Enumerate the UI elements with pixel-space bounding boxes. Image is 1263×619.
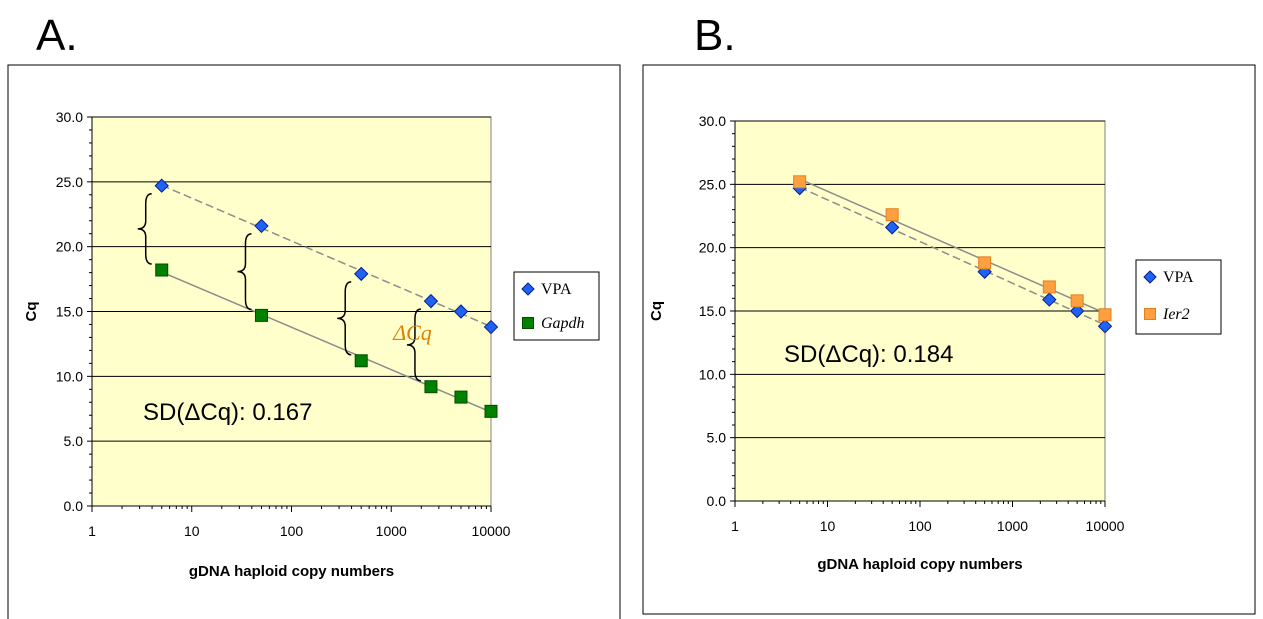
data-point-gapdh bbox=[484, 404, 498, 418]
y-tick-label: 0.0 bbox=[64, 498, 84, 514]
delta-cq-label: ΔCq bbox=[392, 320, 432, 345]
y-tick-label: 25.0 bbox=[56, 174, 83, 190]
data-point-vpa bbox=[1097, 318, 1113, 334]
data-point-vpa bbox=[154, 178, 169, 193]
data-point-ier2 bbox=[978, 256, 992, 270]
data-point-ier2 bbox=[793, 175, 807, 189]
y-tick-label: 30.0 bbox=[699, 113, 726, 129]
y-tick-label: 15.0 bbox=[699, 303, 726, 319]
y-tick-label: 20.0 bbox=[699, 240, 726, 256]
y-axis-title: Cq bbox=[23, 302, 40, 322]
x-tick-label: 10 bbox=[184, 523, 200, 539]
x-tick-label: 100 bbox=[280, 523, 304, 539]
legend-marker-ier2 bbox=[1144, 308, 1156, 320]
data-point-vpa bbox=[354, 266, 369, 282]
legend-marker-gapdh bbox=[522, 317, 534, 329]
x-tick-label: 1000 bbox=[376, 523, 407, 539]
legend-label-ier2: Ier2 bbox=[1162, 306, 1190, 323]
data-point-vpa bbox=[254, 218, 269, 234]
y-tick-label: 0.0 bbox=[707, 493, 727, 509]
legend-label-vpa: VPA bbox=[1163, 269, 1194, 286]
data-point-gapdh bbox=[254, 308, 268, 322]
y-tick-label: 5.0 bbox=[707, 430, 727, 446]
y-tick-label: 15.0 bbox=[56, 304, 83, 320]
chart-a: 0.0 5.0 10.0 15.0 20.0 25.0 30.0 1 10 100 1000 1000… bbox=[7, 64, 621, 619]
data-point-vpa bbox=[1069, 303, 1085, 319]
y-tick-label: 20.0 bbox=[56, 239, 83, 255]
x-tick-label: 100 bbox=[908, 518, 932, 534]
data-point-gapdh bbox=[424, 380, 438, 394]
x-axis-title: gDNA haploid copy numbers bbox=[817, 556, 1022, 573]
data-point-vpa bbox=[453, 304, 469, 319]
data-point-ier2 bbox=[1042, 280, 1056, 294]
legend-label-gapdh: Gapdh bbox=[541, 315, 585, 332]
panel-letter-b: B. bbox=[694, 11, 736, 60]
legend-marker-vpa bbox=[1143, 270, 1157, 284]
delta-brace bbox=[406, 308, 422, 382]
legend-marker-vpa bbox=[521, 282, 535, 296]
y-tick-label: 25.0 bbox=[699, 176, 726, 192]
sd-annotation: SD(ΔCq): 0.167 bbox=[143, 399, 312, 426]
x-tick-label: 10000 bbox=[472, 523, 511, 539]
y-axis-title: Cq bbox=[648, 301, 665, 321]
x-tick-label: 1 bbox=[731, 518, 739, 534]
x-axis-title: gDNA haploid copy numbers bbox=[189, 563, 394, 580]
data-point-gapdh bbox=[454, 390, 468, 404]
data-point-ier2 bbox=[1070, 294, 1084, 308]
data-point-ier2 bbox=[1098, 308, 1112, 322]
legend-label-vpa: VPA bbox=[541, 281, 572, 298]
panel-letter-a: A. bbox=[36, 11, 78, 60]
data-point-gapdh bbox=[155, 263, 169, 277]
sd-annotation: SD(ΔCq): 0.184 bbox=[784, 341, 953, 368]
y-tick-label: 10.0 bbox=[699, 366, 726, 382]
x-tick-label: 10000 bbox=[1086, 518, 1125, 534]
y-tick-label: 5.0 bbox=[64, 433, 84, 449]
x-tick-label: 10 bbox=[820, 518, 836, 534]
data-point-ier2 bbox=[885, 208, 899, 222]
y-tick-label: 10.0 bbox=[56, 368, 83, 384]
data-point-vpa bbox=[483, 319, 499, 335]
data-point-vpa bbox=[884, 220, 900, 235]
chart-b: 0.0 5.0 10.0 15.0 20.0 25.0 30.0 1 10 100 1000 1000… bbox=[642, 64, 1256, 615]
data-point-vpa bbox=[1042, 292, 1057, 307]
y-tick-label: 30.0 bbox=[56, 109, 83, 125]
data-point-gapdh bbox=[354, 354, 368, 368]
x-tick-label: 1000 bbox=[997, 518, 1028, 534]
x-tick-label: 1 bbox=[88, 523, 96, 539]
data-point-vpa bbox=[423, 293, 439, 309]
